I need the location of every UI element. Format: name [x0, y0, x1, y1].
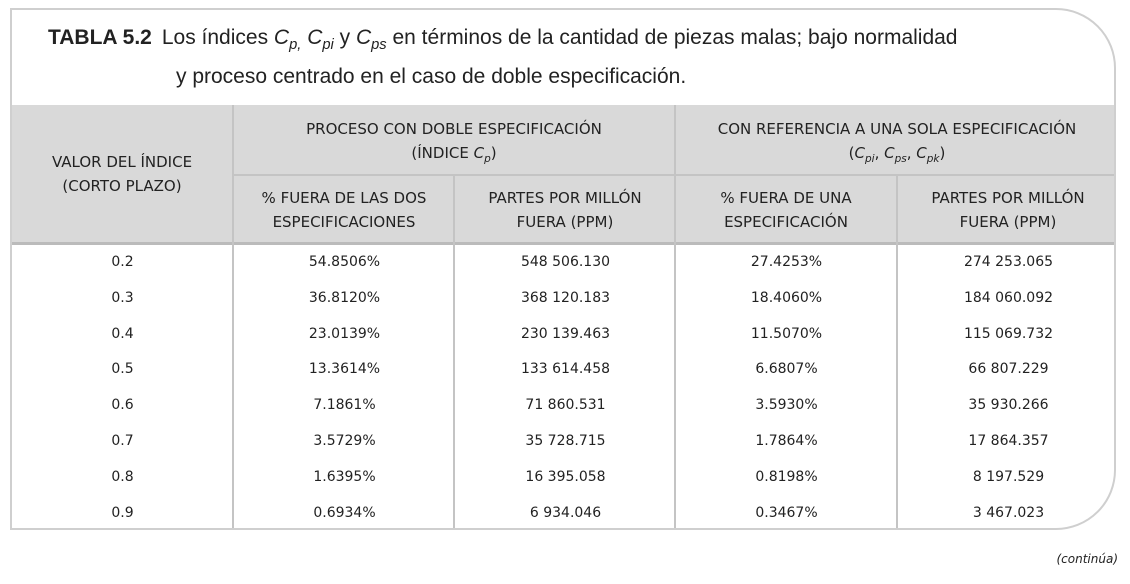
header-text: ): [490, 144, 497, 162]
cell: 0.8: [111, 468, 134, 485]
caption-text: ps: [371, 37, 387, 54]
column-header: % FUERA DE LAS DOS ESPECIFICACIONES: [234, 186, 454, 234]
cell: 36.8120%: [308, 289, 381, 306]
cell: 274 253.065: [963, 254, 1054, 270]
cell: 3.5930%: [755, 397, 818, 414]
header-text: C: [884, 144, 895, 162]
cell: 17 864.357: [968, 433, 1049, 449]
cell: 0.8198%: [755, 468, 818, 485]
cell: 0.9: [111, 504, 134, 521]
cell: 184 060.092: [963, 289, 1054, 306]
caption-text: Los índices: [161, 26, 274, 49]
header-text: VALOR DEL ÍNDICE: [51, 153, 193, 171]
header-text: ESPECIFICACIONES: [272, 213, 416, 231]
header-text: ESPECIFICACIÓN: [724, 213, 848, 231]
header-sub: (Cpi, Cps, Cpk): [676, 141, 1114, 171]
header-text: C: [854, 144, 865, 162]
cell: 8 197.529: [972, 468, 1045, 485]
group-header: CON REFERENCIA A UNA SOLA ESPECIFICACIÓN…: [676, 117, 1114, 171]
header-text: (CORTO PLAZO): [62, 177, 182, 195]
cell: 230 139.463: [520, 325, 611, 342]
header-text: FUERA (PPM): [516, 213, 614, 231]
header-text: PROCESO CON DOBLE ESPECIFICACIÓN: [306, 120, 602, 138]
cell: 11.5070%: [750, 325, 823, 342]
header-text: ): [939, 144, 946, 162]
cell: 27.4253%: [750, 254, 823, 270]
index-header: VALOR DEL ÍNDICE (CORTO PLAZO): [12, 150, 232, 198]
group-header: PROCESO CON DOBLE ESPECIFICACIÓN (ÍNDICE…: [234, 117, 674, 171]
footer: (continúa): [1056, 552, 1118, 566]
divider: [896, 174, 898, 528]
header-text: ps: [894, 153, 907, 165]
caption-text: y proceso centrado en el caso de doble e…: [176, 65, 687, 89]
divider: [232, 105, 234, 528]
divider: [453, 174, 455, 528]
cell: 23.0139%: [308, 325, 381, 342]
header-text: pk: [926, 153, 940, 165]
header-text: ,: [874, 144, 885, 162]
header-text: C: [473, 144, 485, 162]
cell: 0.4: [111, 325, 134, 342]
cell: 54.8506%: [308, 254, 381, 270]
header-text: p: [484, 153, 491, 165]
caption-text: p,: [289, 37, 302, 54]
header-text: C: [916, 144, 927, 162]
header-text: CON REFERENCIA A UNA SOLA ESPECIFICACIÓN: [717, 120, 1077, 138]
cell: 133 614.458: [520, 361, 611, 378]
cell: 3.5729%: [313, 433, 376, 449]
cell: 115 069.732: [963, 325, 1054, 342]
header-text: pi: [864, 153, 875, 165]
column-header: PARTES POR MILLÓN FUERA (PPM): [898, 186, 1114, 234]
cell: 18.4060%: [750, 289, 823, 306]
caption-text: C: [273, 26, 290, 49]
cell: 0.3: [111, 289, 134, 306]
cell: 35 930.266: [968, 397, 1049, 414]
cell: 6.6807%: [755, 361, 818, 378]
cell: 66 807.229: [968, 361, 1049, 378]
cell: 368 120.183: [520, 289, 611, 306]
caption-label: TABLA 5.2: [48, 26, 152, 49]
cell: 35 728.715: [525, 433, 606, 449]
cell: 0.7: [111, 433, 134, 449]
caption-text: C: [307, 26, 323, 49]
cell: 0.6934%: [313, 504, 376, 521]
caption-text: pi: [322, 37, 334, 54]
cell: 548 506.130: [520, 254, 611, 270]
cell: 0.3467%: [755, 504, 818, 521]
cell: 16 395.058: [525, 468, 606, 485]
divider: [234, 174, 1114, 176]
header-text: (: [848, 144, 855, 162]
cell: 6 934.046: [529, 504, 602, 521]
cell: 1.6395%: [313, 468, 376, 485]
header-text: PARTES POR MILLÓN: [488, 189, 642, 207]
column-header: % FUERA DE UNA ESPECIFICACIÓN: [676, 186, 896, 234]
header-text: ,: [906, 144, 917, 162]
caption-text: C: [355, 26, 372, 49]
column-header: PARTES POR MILLÓN FUERA (PPM): [455, 186, 675, 234]
cell: 0.2: [111, 254, 134, 270]
divider: [674, 105, 676, 528]
header-text: % FUERA DE LAS DOS: [261, 189, 427, 207]
table-frame: VALOR DEL ÍNDICE (CORTO PLAZO) PROCESO C…: [10, 8, 1116, 530]
cell: 1.7864%: [755, 433, 818, 449]
cell: 13.3614%: [308, 361, 381, 378]
header-text: % FUERA DE UNA: [720, 189, 852, 207]
cell: 7.1861%: [313, 397, 376, 414]
cell: 0.6: [111, 397, 134, 414]
caption-text: en términos de la cantidad de piezas mal…: [386, 26, 958, 49]
cell: 0.5: [111, 361, 134, 378]
header-text: PARTES POR MILLÓN: [931, 189, 1085, 207]
cell: 71 860.531: [525, 397, 606, 414]
header-text: FUERA (PPM): [959, 213, 1057, 231]
caption-text: y: [333, 26, 356, 49]
caption: TABLA 5.2 Los índices Cp, Cpi y Cps en té…: [48, 22, 958, 93]
header-text: (ÍNDICE: [411, 144, 474, 162]
cell: 3 467.023: [972, 504, 1045, 521]
